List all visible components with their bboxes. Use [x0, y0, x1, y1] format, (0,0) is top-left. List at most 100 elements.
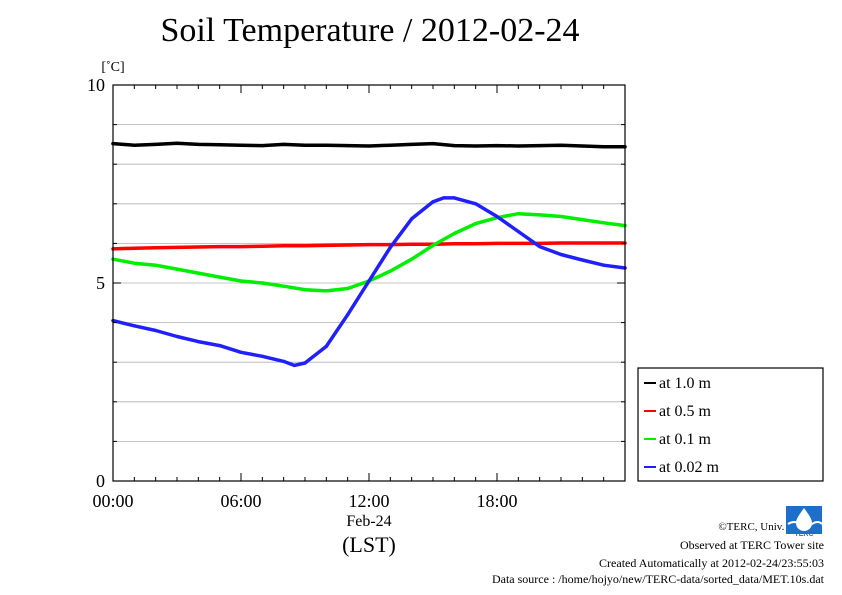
- data-point: [431, 142, 435, 146]
- legend: at 1.0 m at 0.5 m at 0.1 m at 0.02 m: [637, 367, 824, 482]
- data-point: [303, 361, 307, 365]
- data-point: [239, 244, 243, 249]
- data-point: [367, 279, 371, 283]
- data-point: [410, 257, 414, 261]
- data-point: [495, 214, 499, 219]
- data-point: [282, 359, 286, 364]
- data-point: [452, 231, 456, 236]
- data-point: [580, 218, 584, 222]
- data-point: [303, 244, 307, 248]
- data-point: [431, 243, 435, 247]
- data-point: [132, 246, 136, 250]
- data-point: [218, 275, 222, 279]
- x-tick-label: 00:00: [92, 491, 133, 511]
- data-point: [474, 222, 478, 226]
- data-point: [602, 221, 606, 225]
- data-point: [196, 245, 200, 249]
- terc-logo-icon: TERC: [784, 504, 824, 538]
- data-point: [495, 143, 499, 148]
- data-point: [452, 143, 456, 148]
- data-point: [218, 343, 222, 348]
- legend-label: at 1.0 m: [659, 375, 712, 392]
- data-point: [196, 142, 200, 146]
- data-point: [410, 217, 414, 221]
- data-point: [388, 143, 392, 147]
- data-point: [346, 143, 350, 148]
- data-point: [218, 143, 222, 147]
- data-point: [602, 241, 606, 245]
- series-lines: [111, 141, 627, 368]
- legend-box: [637, 367, 824, 482]
- y-axis-label: [˚C]: [101, 60, 124, 75]
- data-point: [474, 144, 478, 148]
- data-source-text: Data source : /home/hojyo/new/TERC-data/…: [491, 572, 824, 586]
- data-point: [154, 246, 158, 250]
- data-point: [516, 212, 520, 216]
- data-point: [559, 143, 563, 147]
- data-point: [388, 269, 392, 273]
- data-point: [260, 143, 264, 148]
- data-point: [260, 244, 264, 248]
- data-point: [602, 145, 606, 149]
- data-point: [388, 245, 392, 249]
- data-point: [367, 242, 371, 247]
- x-tick-label: 06:00: [220, 491, 261, 511]
- data-point: [175, 141, 179, 145]
- data-point: [154, 263, 158, 267]
- data-point: [346, 286, 350, 291]
- data-point: [239, 279, 243, 283]
- data-point: [516, 144, 520, 148]
- data-point: [239, 143, 243, 147]
- data-point: [324, 243, 328, 247]
- data-point: [559, 252, 563, 257]
- data-point: [516, 241, 520, 245]
- data-point: [175, 245, 179, 249]
- y-tick-label: 5: [96, 273, 105, 293]
- x-tick-label: 18:00: [476, 491, 517, 511]
- data-point: [175, 334, 179, 339]
- axes: 0 5 10 00:00 06:00 12:00 18:00 [˚C] Feb-24 (LST): [87, 60, 626, 557]
- legend-label: at 0.02 m: [659, 459, 720, 476]
- data-point: [367, 144, 371, 148]
- data-point: [559, 241, 563, 245]
- data-point: [282, 284, 286, 288]
- data-point: [538, 143, 542, 148]
- data-point: [474, 202, 478, 206]
- data-point: [442, 196, 446, 200]
- x-axis-label: (LST): [342, 532, 396, 557]
- data-point: [580, 241, 584, 245]
- data-point: [559, 214, 563, 219]
- data-point: [538, 213, 542, 217]
- data-point: [154, 142, 158, 146]
- chart-title: Soil Temperature / 2012-02-24: [160, 12, 580, 49]
- data-point: [239, 350, 243, 354]
- data-point: [516, 229, 520, 234]
- date-label: Feb-24: [346, 513, 391, 530]
- data-point: [324, 344, 328, 348]
- y-tick-label: 10: [87, 75, 105, 95]
- data-point: [410, 142, 414, 146]
- observed-text: Observed at TERC Tower site: [679, 538, 824, 552]
- data-point: [580, 144, 584, 148]
- data-point: [132, 324, 136, 328]
- legend-label: at 0.1 m: [659, 431, 712, 448]
- data-point: [452, 242, 456, 246]
- data-point: [602, 263, 606, 267]
- data-point: [175, 267, 179, 271]
- data-point: [324, 143, 328, 147]
- data-point: [292, 363, 296, 367]
- legend-label: at 0.5 m: [659, 403, 712, 420]
- data-point: [495, 241, 499, 245]
- data-point: [196, 271, 200, 275]
- data-point: [196, 340, 200, 344]
- x-tick-label: 12:00: [348, 491, 389, 511]
- data-point: [346, 243, 350, 247]
- data-point: [260, 281, 264, 285]
- data-point: [474, 242, 478, 246]
- y-tick-label: 0: [96, 471, 105, 491]
- data-point: [431, 200, 435, 204]
- data-point: [282, 244, 286, 248]
- data-point: [260, 354, 264, 358]
- data-point: [282, 142, 286, 146]
